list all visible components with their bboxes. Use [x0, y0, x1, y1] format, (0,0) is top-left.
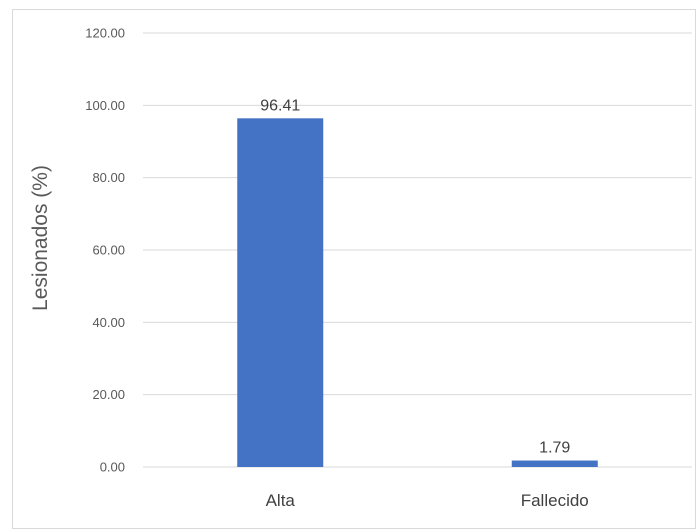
y-tick-label: 40.00: [92, 315, 125, 330]
x-category-label: Fallecido: [521, 491, 589, 510]
y-tick-label: 100.00: [85, 98, 125, 113]
data-label: 96.41: [260, 97, 300, 114]
y-tick-label: 0.00: [100, 460, 125, 475]
x-category-label: Alta: [266, 491, 296, 510]
gridlines: [143, 32, 692, 468]
bar-alta: [237, 118, 324, 467]
y-tick-label: 60.00: [92, 243, 125, 258]
y-tick-label: 20.00: [92, 387, 125, 402]
y-axis-title: Lesionados (%): [29, 165, 52, 311]
y-tick-label: 120.00: [85, 26, 125, 41]
bars: [237, 118, 598, 467]
data-label: 1.79: [539, 440, 570, 457]
labels: 0.00 20.00 40.00 60.00 80.00 100.00 120.00 96.4…: [85, 26, 589, 511]
bar-fallecido: [511, 460, 598, 467]
y-tick-label: 80.00: [92, 170, 125, 185]
